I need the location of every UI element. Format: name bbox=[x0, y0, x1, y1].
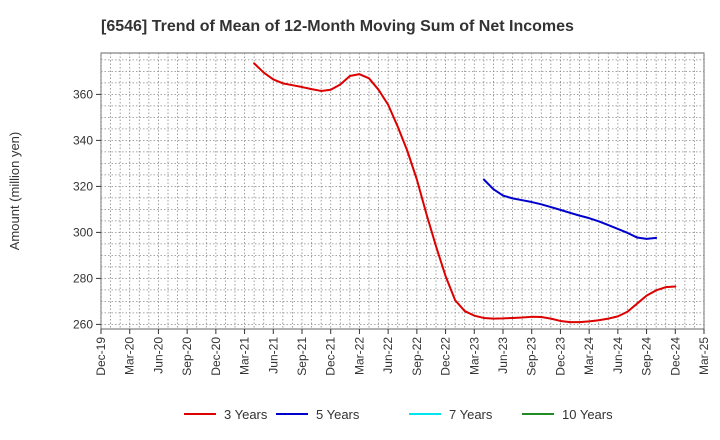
y-tick-label: 320 bbox=[73, 179, 93, 193]
y-tick-label: 260 bbox=[73, 317, 93, 331]
chart-title: [6546] Trend of Mean of 12-Month Moving … bbox=[101, 18, 574, 35]
x-tick-label: Mar-21 bbox=[238, 337, 252, 375]
grid-lines bbox=[100, 53, 705, 329]
x-tick-label: Mar-20 bbox=[123, 337, 137, 375]
x-tick-label: Jun-21 bbox=[266, 337, 280, 374]
x-tick-label: Sep-22 bbox=[410, 337, 424, 376]
x-tick-label: Dec-23 bbox=[553, 337, 567, 376]
x-tick-label: Dec-21 bbox=[324, 337, 338, 376]
x-tick-label: Jun-23 bbox=[496, 337, 510, 374]
x-tick-label: Sep-21 bbox=[295, 337, 309, 376]
x-tick-label: Jun-22 bbox=[381, 337, 395, 374]
series-lines bbox=[253, 62, 677, 324]
x-tick-label: Dec-19 bbox=[94, 337, 108, 376]
x-tick-label: Mar-22 bbox=[352, 337, 366, 375]
legend-label: 3 Years bbox=[224, 407, 268, 422]
legend-label: 10 Years bbox=[562, 407, 613, 422]
x-tick-label: Jun-20 bbox=[151, 337, 165, 374]
y-axis-label: Amount (million yen) bbox=[7, 132, 22, 251]
legend-label: 7 Years bbox=[449, 407, 493, 422]
x-tick-label: Dec-24 bbox=[668, 337, 682, 376]
y-tick-label: 340 bbox=[73, 133, 93, 147]
legend-label: 5 Years bbox=[316, 407, 360, 422]
x-tick-label: Sep-23 bbox=[525, 337, 539, 376]
x-tick-label: Dec-22 bbox=[439, 337, 453, 376]
plot-area bbox=[100, 52, 705, 330]
series-line-3-years bbox=[253, 62, 677, 324]
x-tick-label: Sep-24 bbox=[640, 337, 654, 376]
x-tick-label: Mar-24 bbox=[582, 337, 596, 375]
x-tick-label: Sep-20 bbox=[180, 337, 194, 376]
y-tick-labels: 260 280 300 320 340 360 bbox=[73, 87, 101, 331]
x-tick-label: Mar-25 bbox=[697, 337, 711, 375]
x-tick-labels: Dec-19 Mar-20 Jun-20 Sep-20 Dec-20 Mar-21 Jun-… bbox=[94, 329, 711, 376]
legend: 3 Years 5 Years 7 Years 10 Years bbox=[184, 407, 613, 422]
series-line-5-years bbox=[482, 178, 658, 240]
x-tick-label: Dec-20 bbox=[209, 337, 223, 376]
x-tick-label: Mar-23 bbox=[467, 337, 481, 375]
y-tick-label: 280 bbox=[73, 271, 93, 285]
x-tick-label: Jun-24 bbox=[611, 337, 625, 374]
y-tick-label: 360 bbox=[73, 87, 93, 101]
y-tick-label: 300 bbox=[73, 225, 93, 239]
